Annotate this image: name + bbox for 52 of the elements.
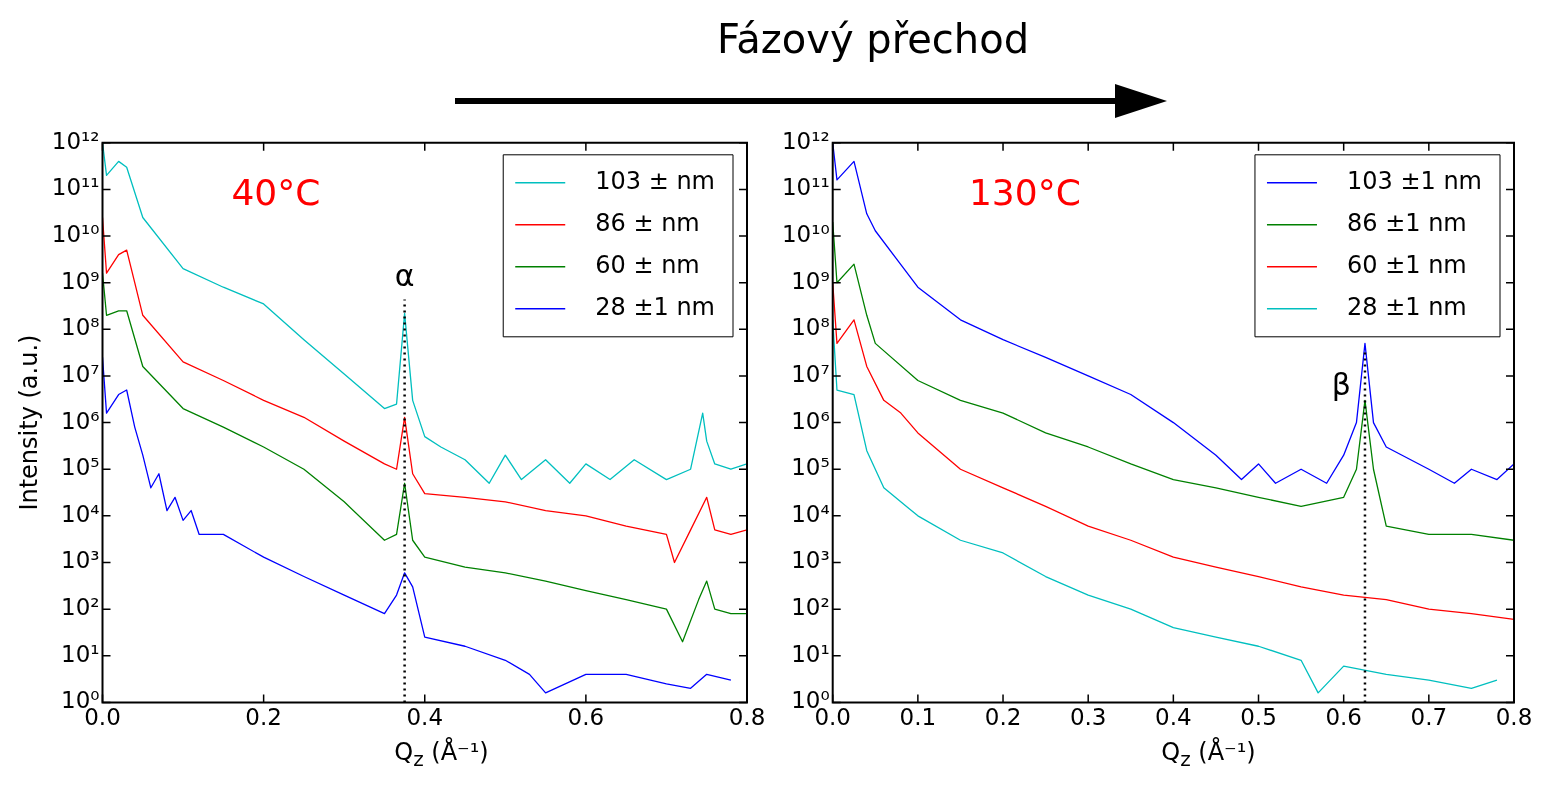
y-tick-label: 10⁵ [791,454,830,481]
y-tick-label: 10² [791,594,830,621]
x-tick-label: 0.6 [1325,704,1362,731]
x-axis-title: Q$_{z}$ (Å⁻¹) [1160,738,1257,771]
legend-label: 28 ±1 nm [1346,293,1467,322]
y-tick-label: 10¹¹ [781,174,830,201]
legend-label: 86 ±1 nm [1346,209,1467,238]
y-tick-label: 10¹¹ [51,174,100,201]
legend-label: 28 ±1 nm [595,293,715,322]
x-tick-label: 0.6 [567,704,605,731]
y-axis-title: Intensity (a.u.) [14,334,43,511]
y-tick-label: 10⁸ [61,314,100,341]
legend-label: 86 ± nm [595,209,700,238]
x-tick-label: 0.4 [406,704,444,731]
y-tick-label: 10¹² [781,127,830,154]
x-tick-label: 0.5 [1240,704,1277,731]
ref-line-label: β [1331,366,1351,402]
x-tick-label: 0.8 [728,704,766,731]
y-tick-label: 10¹ [61,640,100,667]
y-tick-label: 10⁶ [61,407,100,434]
ref-line-label: α [394,258,415,294]
y-tick-label: 10⁷ [61,360,100,387]
y-tick-label: 10¹⁰ [51,221,100,248]
chart-title: Fázový přechod [715,16,1031,62]
y-tick-label: 10¹² [51,127,100,154]
x-tick-label: 0.4 [1155,704,1192,731]
y-tick-label: 10² [61,594,100,621]
y-tick-label: 10⁴ [61,500,100,527]
legend-label: 103 ± nm [595,167,715,196]
x-axis-title: Q$_{z}$ (Å⁻¹) [393,738,490,771]
legend-label: 60 ± nm [595,251,700,280]
y-tick-label: 10⁷ [791,360,830,387]
y-tick-label: 10⁴ [791,500,830,527]
y-tick-label: 10¹⁰ [781,221,830,248]
y-tick-label: 10⁹ [61,267,100,294]
y-tick-label: 10³ [61,547,100,574]
x-tick-label: 0.7 [1410,704,1448,731]
x-tick-label: 0.3 [1069,704,1107,731]
y-tick-label: 10⁸ [791,314,830,341]
y-tick-label: 10³ [791,547,830,574]
x-tick-label: 0.2 [984,704,1022,731]
annotation: 130°C [968,172,1081,214]
legend-label: 60 ±1 nm [1346,251,1467,280]
legend-label: 103 ±1 nm [1346,167,1483,196]
annotation: 40°C [231,172,321,214]
x-tick-label: 0.8 [1495,704,1533,731]
y-tick-label: 10¹ [791,640,830,667]
x-tick-label: 0.1 [899,704,937,731]
y-tick-label: 10⁶ [791,407,830,434]
y-tick-label: 10⁹ [791,267,830,294]
x-tick-label: 0.2 [245,704,282,731]
y-tick-label: 10⁵ [61,454,100,481]
